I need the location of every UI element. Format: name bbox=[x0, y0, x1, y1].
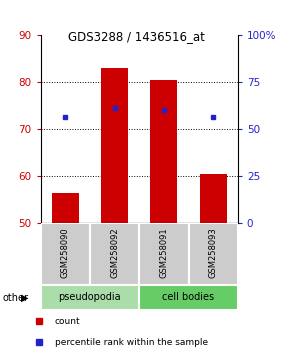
Text: percentile rank within the sample: percentile rank within the sample bbox=[55, 338, 208, 347]
Text: GSM258092: GSM258092 bbox=[110, 227, 119, 278]
Bar bbox=[150, 80, 177, 223]
Bar bbox=[41, 285, 139, 310]
Bar bbox=[200, 174, 227, 223]
Bar bbox=[139, 285, 238, 310]
Text: ▶: ▶ bbox=[21, 293, 28, 303]
Bar bbox=[139, 223, 188, 285]
Text: count: count bbox=[55, 317, 80, 326]
Text: GSM258090: GSM258090 bbox=[61, 227, 70, 278]
Text: GSM258091: GSM258091 bbox=[159, 227, 168, 278]
Text: GSM258093: GSM258093 bbox=[209, 227, 218, 278]
Bar bbox=[188, 223, 238, 285]
Text: pseudopodia: pseudopodia bbox=[59, 292, 121, 302]
Text: GDS3288 / 1436516_at: GDS3288 / 1436516_at bbox=[68, 30, 205, 43]
Text: other: other bbox=[3, 293, 29, 303]
Bar bbox=[101, 68, 128, 223]
Bar bbox=[52, 193, 79, 223]
Bar bbox=[90, 223, 139, 285]
Text: cell bodies: cell bodies bbox=[162, 292, 215, 302]
Bar bbox=[41, 223, 90, 285]
